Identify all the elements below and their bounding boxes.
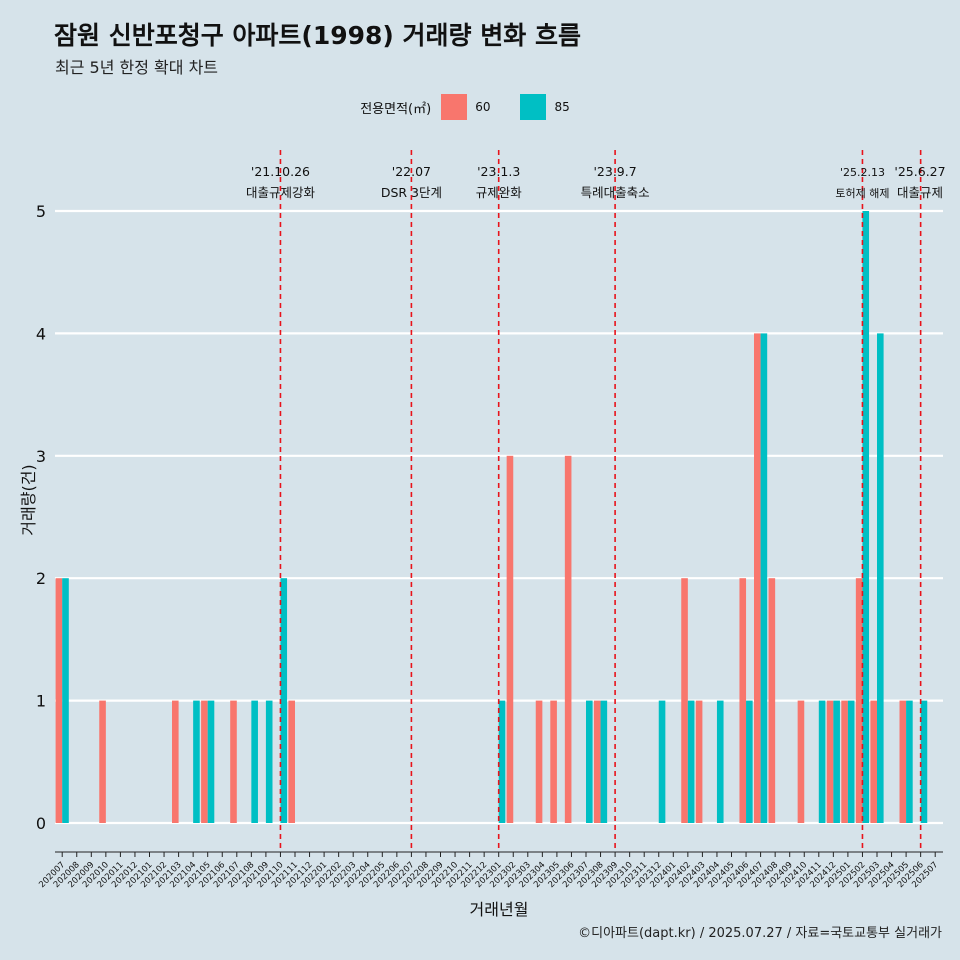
event-date: '25.6.27	[894, 164, 945, 179]
legend: 전용면적(㎡) 60 85	[0, 92, 960, 122]
bar-60-202306	[564, 455, 572, 823]
bar-85-202502	[862, 211, 870, 823]
event-date: '21.10.26	[251, 164, 310, 179]
chart-title: 잠원 신반포청구 아파트(1998) 거래량 변화 흐름	[54, 21, 581, 50]
bar-85-202506	[920, 700, 928, 823]
bar-60-202408	[768, 578, 776, 823]
bar-60-202503	[870, 700, 877, 823]
bar-60-202406	[739, 578, 747, 823]
bar-85-202412	[833, 700, 840, 823]
legend-key-60	[441, 94, 468, 120]
event-label: 대출규제	[897, 185, 943, 200]
event-label: DSR 3단계	[381, 185, 442, 200]
y-axis-title: 거래량(건)	[19, 464, 38, 535]
bar-85-202501	[847, 700, 855, 823]
bar-85-202411	[818, 700, 826, 823]
bar-60-202304	[535, 700, 543, 823]
bar-85-202505	[906, 700, 913, 823]
caption: ©디아파트(dapt.kr) / 2025.07.27 / 자료=국토교통부 실…	[578, 926, 942, 941]
bar-85-202307	[586, 700, 593, 823]
bar-85-202108	[251, 700, 258, 823]
bar-60-202402	[681, 578, 688, 823]
y-tick-label: 0	[36, 814, 46, 833]
y-tick-label: 4	[36, 324, 46, 343]
bar-60-202407	[754, 333, 761, 823]
event-date: '22.07	[392, 164, 431, 179]
bar-85-202503	[877, 333, 884, 823]
bar-85-202007	[62, 578, 69, 823]
event-date: '25.2.13	[840, 166, 885, 179]
bar-60-202103	[172, 700, 179, 823]
bar-60-202505	[899, 700, 907, 823]
event-label: 대출규제강화	[246, 185, 316, 200]
bar-85-202406	[746, 700, 753, 823]
bar-60-202302	[506, 455, 514, 823]
bar-60-202010	[99, 700, 106, 823]
bar-85-202407	[760, 333, 768, 823]
event-label: 특례대출축소	[581, 185, 650, 200]
bar-85-202402	[687, 700, 695, 823]
legend-title: 전용면적(㎡)	[360, 101, 432, 117]
bar-60-202111	[288, 700, 295, 823]
bar-60-202501	[841, 700, 848, 823]
chart-subtitle: 최근 5년 한정 확대 차트	[55, 58, 219, 77]
y-tick-label: 2	[36, 569, 46, 588]
bar-60-202305	[550, 700, 557, 823]
y-tick-label: 1	[36, 692, 46, 711]
event-label: 규제완화	[476, 185, 523, 200]
bar-85-202312	[658, 700, 666, 823]
bar-85-202104	[193, 700, 200, 823]
bar-85-202110	[280, 578, 288, 823]
bar-60-202007	[55, 578, 63, 823]
bar-85-202308	[600, 700, 608, 823]
legend-label-85: 85	[554, 100, 570, 114]
bar-85-202301	[498, 700, 506, 823]
bar-60-202107	[230, 700, 237, 823]
bar-60-202502	[855, 578, 863, 823]
y-tick-label: 5	[36, 202, 46, 221]
bar-60-202403	[695, 700, 703, 823]
legend-label-60: 60	[475, 100, 491, 114]
bar-60-202308	[593, 700, 601, 823]
legend-key-85	[520, 94, 547, 120]
bar-60-202410	[797, 700, 805, 823]
event-date: '23.9.7	[593, 164, 636, 179]
bar-85-202105	[207, 700, 215, 823]
bar-60-202412	[826, 700, 834, 823]
y-tick-label: 3	[36, 447, 46, 466]
bar-60-202105	[201, 700, 208, 823]
x-axis-title: 거래년월	[470, 900, 529, 919]
event-date: '23.1.3	[477, 164, 520, 179]
event-label: 토허제 해제	[835, 186, 889, 200]
bar-85-202404	[716, 700, 724, 823]
bar-85-202109	[265, 700, 273, 823]
